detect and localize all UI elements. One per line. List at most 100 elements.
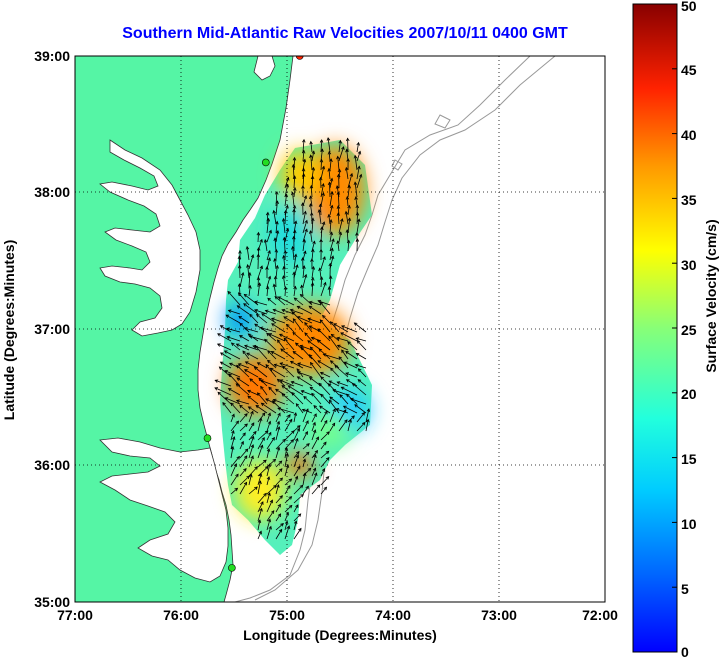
velocity-arrow-head bbox=[292, 175, 297, 179]
velocity-arrow bbox=[271, 323, 286, 333]
velocity-arrow bbox=[264, 339, 277, 351]
velocity-arrow-head bbox=[251, 435, 255, 440]
velocity-arrow-head bbox=[292, 204, 297, 209]
velocity-arrow-head bbox=[331, 422, 336, 427]
velocity-arrow bbox=[355, 196, 358, 207]
velocity-arrow-head bbox=[248, 284, 252, 289]
velocity-arrow-head bbox=[245, 245, 250, 250]
velocity-arrow-head bbox=[247, 271, 252, 276]
velocity-arrow-head bbox=[289, 360, 294, 365]
velocity-arrow bbox=[334, 365, 349, 378]
velocity-arrow-head bbox=[341, 349, 345, 354]
velocity-arrow-head bbox=[348, 418, 352, 423]
velocity-arrow-head bbox=[248, 335, 253, 339]
velocity-arrow-head bbox=[254, 300, 258, 304]
velocity-arrow bbox=[328, 151, 331, 162]
velocity-arrow bbox=[337, 241, 340, 252]
velocity-arrow-head bbox=[269, 367, 274, 372]
velocity-arrow-head bbox=[302, 458, 307, 463]
velocity-arrow bbox=[345, 372, 358, 378]
velocity-arrow-head bbox=[276, 446, 281, 451]
velocity-arrow bbox=[310, 346, 322, 360]
velocity-arrow bbox=[243, 303, 259, 315]
velocity-arrow bbox=[257, 466, 269, 477]
velocity-arrow bbox=[329, 191, 333, 207]
velocity-arrow-head bbox=[268, 431, 272, 436]
velocity-arrow-head bbox=[338, 139, 342, 144]
velocity-arrow-head bbox=[292, 351, 297, 355]
velocity-arrow-head bbox=[264, 430, 269, 435]
velocity-arrow-head bbox=[270, 351, 275, 355]
velocity-arrow-head bbox=[321, 468, 326, 472]
velocity-arrow-head bbox=[216, 343, 221, 347]
velocity-arrow bbox=[293, 494, 304, 504]
velocity-arrow bbox=[356, 337, 367, 342]
velocity-arrow-head bbox=[292, 235, 296, 240]
velocity-arrow-head bbox=[256, 231, 261, 236]
velocity-arrow-head bbox=[355, 238, 360, 242]
velocity-arrow-head bbox=[266, 476, 271, 480]
velocity-arrow-head bbox=[338, 231, 343, 236]
velocity-arrow-head bbox=[285, 323, 290, 328]
velocity-arrow-head bbox=[305, 451, 310, 456]
velocity-arrow bbox=[228, 310, 241, 315]
velocity-arrow-head bbox=[296, 368, 300, 372]
velocity-arrow-head bbox=[354, 196, 358, 200]
velocity-arrow bbox=[291, 381, 304, 387]
velocity-arrow-head bbox=[302, 158, 307, 163]
velocity-arrow-head bbox=[317, 208, 322, 213]
velocity-arrow bbox=[338, 356, 349, 369]
velocity-arrow-head bbox=[259, 265, 263, 270]
velocity-arrow-head bbox=[319, 238, 323, 243]
velocity-arrow-head bbox=[281, 393, 286, 397]
velocity-arrow bbox=[310, 196, 313, 207]
velocity-arrow-head bbox=[316, 339, 321, 343]
velocity-arrow bbox=[266, 421, 271, 432]
velocity-arrow bbox=[266, 432, 272, 441]
velocity-arrow-head bbox=[217, 391, 222, 396]
velocity-arrow bbox=[302, 431, 308, 441]
velocity-arrow-head bbox=[259, 326, 264, 330]
velocity-arrow-head bbox=[329, 396, 333, 400]
velocity-arrow bbox=[275, 529, 283, 540]
velocity-arrow-head bbox=[308, 230, 313, 234]
velocity-arrow bbox=[347, 173, 353, 189]
velocity-arrow-head bbox=[297, 362, 301, 366]
velocity-arrow-head bbox=[279, 495, 283, 499]
velocity-arrow-head bbox=[309, 203, 313, 207]
velocity-arrow bbox=[222, 402, 232, 414]
velocity-arrow-head bbox=[283, 249, 287, 254]
velocity-arrow bbox=[231, 342, 241, 351]
velocity-arrow bbox=[247, 264, 250, 279]
velocity-arrow bbox=[284, 210, 287, 225]
velocity-arrow bbox=[257, 520, 261, 531]
velocity-arrow-head bbox=[250, 455, 254, 460]
velocity-arrow-head bbox=[310, 361, 314, 366]
velocity-arrow bbox=[236, 343, 250, 351]
radar-station-marker bbox=[228, 564, 236, 572]
velocity-arrow bbox=[275, 276, 277, 288]
velocity-arrow bbox=[283, 316, 295, 324]
velocity-arrow-head bbox=[310, 336, 315, 341]
velocity-arrow bbox=[256, 314, 268, 324]
velocity-arrow-head bbox=[243, 293, 248, 298]
velocity-arrow bbox=[275, 421, 280, 432]
velocity-arrow-head bbox=[235, 343, 240, 347]
velocity-arrow bbox=[341, 349, 349, 360]
velocity-arrow-head bbox=[329, 360, 334, 364]
velocity-arrow-head bbox=[324, 410, 328, 415]
velocity-arrow bbox=[329, 422, 336, 432]
grid-lines bbox=[75, 56, 605, 602]
velocity-arrow bbox=[267, 360, 277, 369]
velocity-arrow bbox=[284, 286, 286, 297]
velocity-arrow-head bbox=[218, 366, 223, 371]
velocity-arrow-head bbox=[323, 486, 328, 491]
velocity-arrow-head bbox=[327, 167, 331, 172]
velocity-arrow bbox=[311, 218, 314, 234]
velocity-arrow bbox=[317, 300, 331, 306]
velocity-arrow bbox=[260, 327, 277, 333]
y-tick-label: 37:00 bbox=[34, 321, 70, 337]
velocity-arrow bbox=[329, 396, 340, 405]
velocity-arrow bbox=[283, 266, 286, 279]
velocity-arrow bbox=[329, 159, 332, 171]
